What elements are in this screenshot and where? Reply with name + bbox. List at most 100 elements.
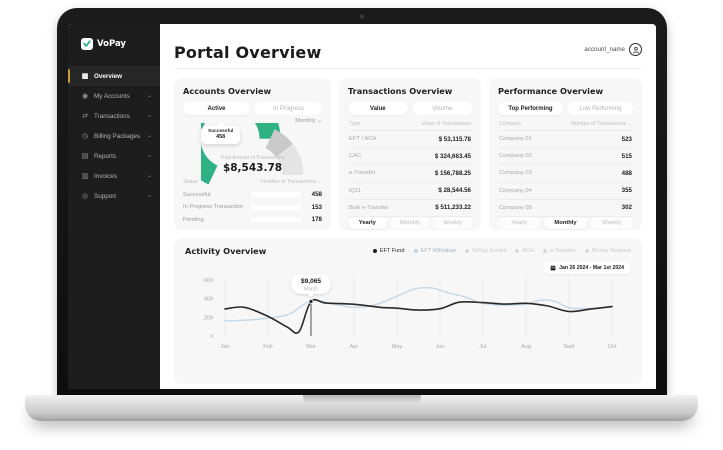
reports-doc-icon: ▤ (81, 153, 89, 160)
table-row: iQ11 $ 28,544.56 (348, 183, 472, 200)
legend-dot (464, 249, 469, 253)
legend-dot (543, 249, 548, 253)
accounts-overview-card: Accounts Overview Active In Progress Mon… (174, 78, 331, 230)
period-weekly[interactable]: Weekly (433, 216, 473, 229)
svg-text:Jun: Jun (436, 344, 445, 350)
period-monthly[interactable]: Monthly (544, 216, 587, 229)
legend-dot (515, 249, 520, 253)
tab-value[interactable]: Value (348, 102, 408, 115)
gauge-center-value: $8,543.78 (222, 161, 283, 174)
card-title: Accounts Overview (183, 86, 272, 96)
vopay-logo: VoPay (68, 36, 160, 66)
row-value: 515 (621, 152, 632, 160)
sidebar-item-transactions[interactable]: ⇄ Transactions ⌄ (68, 106, 160, 126)
vopay-logo-text: VoPay (97, 39, 126, 49)
date-range-label: Jan 26 2024 - Mar 1st 2024 (559, 265, 624, 271)
chevron-down-icon: ⌄ (146, 133, 152, 139)
transactions-overview-card: Transactions Overview Value Volume Type … (339, 78, 481, 230)
table-row: EFT / ACH $ 53,115.78 (348, 131, 472, 149)
legend-label: EFT Fund (379, 248, 405, 254)
col-number-of-transactions[interactable]: Number of Transactions ⌄ (571, 121, 632, 127)
period-dropdown[interactable]: Monthly ⌄ (295, 118, 322, 124)
col-type: Type (349, 121, 361, 127)
row-value: 178 (311, 216, 322, 223)
row-label: Successful (183, 191, 211, 198)
tab-low-performing[interactable]: Low Performing (568, 102, 633, 115)
table-row: Company 04 355 (498, 183, 633, 200)
sidebar-item-label: Billing Packages (94, 132, 141, 140)
sidebar-item-invoices[interactable]: ▥ Invoices ⌄ (68, 166, 160, 186)
period-monthly[interactable]: Monthly (390, 216, 430, 229)
legend-label: EFT Withdraw (420, 248, 456, 254)
main-header: Portal Overview account_name (174, 43, 642, 69)
activity-overview-panel: Activity Overview EFT Fund EFT Withdraw … (174, 238, 642, 384)
main-content: Portal Overview account_name Accounts Ov… (160, 24, 656, 389)
activity-header: Activity Overview EFT Fund EFT Withdraw … (185, 246, 631, 256)
card-title: Performance Overview (498, 86, 604, 96)
performance-period-tabs: Yearly Monthly Weekly (498, 216, 633, 229)
legend-label: ACH (522, 248, 535, 254)
legend-item[interactable]: EFT Withdraw (413, 248, 456, 254)
legend-item[interactable]: Money Request (584, 248, 631, 254)
legend-item[interactable]: e-Transfer (543, 248, 576, 254)
period-yearly[interactable]: Yearly (348, 216, 387, 229)
row-label: Company 05 (499, 204, 532, 211)
invoices-doc-icon: ▥ (81, 173, 89, 180)
row-label: Company 04 (499, 187, 532, 194)
col-number-of-transactions[interactable]: Number of Transactions ⌄ (261, 178, 322, 185)
account-chip[interactable]: account_name (584, 43, 642, 56)
sidebar-item-support[interactable]: ◎ Support ⌄ (68, 186, 160, 206)
user-avatar-icon (629, 43, 642, 56)
legend-item[interactable]: VoPay Instant (464, 248, 506, 254)
performance-tabs: Top Performing Low Performing (498, 102, 633, 115)
sidebar-item-label: Transactions (94, 112, 130, 120)
tab-in-progress[interactable]: In Progress (255, 102, 322, 115)
period-yearly[interactable]: Yearly (498, 216, 541, 229)
svg-text:200: 200 (204, 315, 213, 321)
calendar-icon (550, 265, 556, 271)
legend-item[interactable]: ACH (515, 248, 534, 254)
row-label: In Progress Transaction (183, 204, 244, 210)
table-row: Company 01 523 (498, 131, 633, 149)
transactions-icon: ⇄ (82, 113, 88, 120)
gauge-tooltip: Successful 458 (201, 126, 241, 144)
laptop-base (25, 395, 698, 421)
row-label: Pending (183, 216, 204, 223)
legend-dot (413, 249, 418, 253)
row-value: 153 (311, 203, 322, 211)
legend-item[interactable]: EFT Fund (372, 248, 405, 254)
col-company: Company (499, 121, 522, 127)
col-value-of-transactions: Value of Transactions (421, 121, 472, 127)
svg-text:400: 400 (204, 297, 213, 303)
accounts-tabs: Active In Progress (183, 102, 322, 115)
progress-bar (251, 192, 301, 197)
svg-text:Jan: Jan (221, 344, 230, 350)
tab-volume[interactable]: Volume (412, 102, 472, 115)
row-label: EFT / ACH (349, 136, 377, 143)
period-weekly[interactable]: Weekly (590, 216, 633, 229)
sidebar-item-billing-packages[interactable]: ◷ Billing Packages ⌄ (68, 126, 160, 146)
performance-table-header: Company Number of Transactions ⌄ (498, 115, 633, 131)
row-value: $ 156,788.25 (434, 169, 471, 177)
gauge-center-label: Total Amount of Transactions (220, 155, 285, 162)
row-value: $ 53,115.78 (438, 135, 471, 143)
overview-cards-row: Accounts Overview Active In Progress Mon… (174, 78, 642, 230)
legend-label: Money Request (591, 248, 631, 254)
row-label: iQ11 (349, 187, 361, 194)
gauge-chart (200, 123, 303, 185)
row-value: 458 (311, 191, 322, 198)
sidebar-item-overview[interactable]: ▦ Overview (68, 66, 160, 86)
sidebar-item-my-accounts[interactable]: ◉ My Accounts ⌄ (68, 86, 160, 106)
activity-title: Activity Overview (185, 246, 267, 256)
row-value: 355 (621, 187, 632, 195)
date-range-picker[interactable]: Jan 26 2024 - Mar 1st 2024 (543, 262, 631, 274)
sidebar-item-reports[interactable]: ▤ Reports ⌄ (68, 146, 160, 166)
svg-text:$9,065: $9,065 (301, 278, 321, 285)
sidebar-item-label: Invoices (94, 172, 118, 180)
table-row: Successful 458 (183, 191, 322, 198)
accounts-icon: ◉ (81, 93, 89, 100)
tab-active[interactable]: Active (183, 102, 250, 115)
svg-text:Oct: Oct (608, 344, 617, 350)
row-label: Bulk e-Transfer (349, 204, 389, 211)
tab-top-performing[interactable]: Top Performing (498, 102, 563, 115)
